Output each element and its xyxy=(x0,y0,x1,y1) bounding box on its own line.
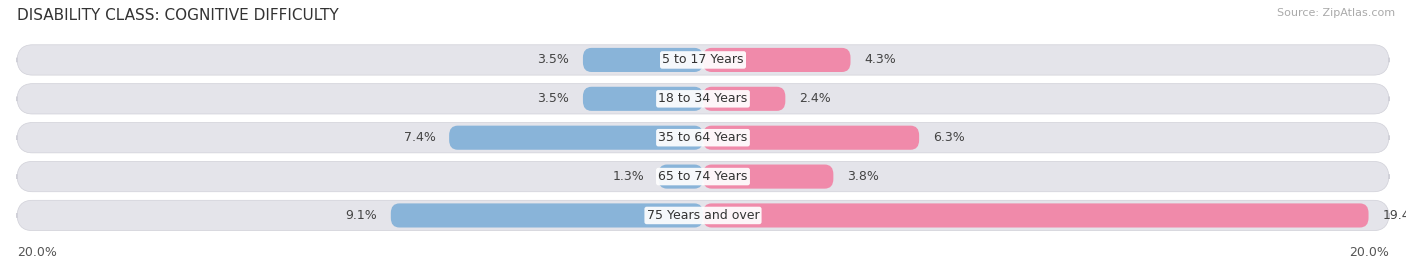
FancyBboxPatch shape xyxy=(17,84,1389,114)
Text: 3.8%: 3.8% xyxy=(846,170,879,183)
Text: 1.3%: 1.3% xyxy=(613,170,645,183)
Text: 18 to 34 Years: 18 to 34 Years xyxy=(658,92,748,105)
Text: 5 to 17 Years: 5 to 17 Years xyxy=(662,53,744,66)
FancyBboxPatch shape xyxy=(583,48,703,72)
FancyBboxPatch shape xyxy=(17,45,1389,75)
Text: 6.3%: 6.3% xyxy=(932,131,965,144)
FancyBboxPatch shape xyxy=(703,87,786,111)
FancyBboxPatch shape xyxy=(583,87,703,111)
Text: 20.0%: 20.0% xyxy=(17,246,56,259)
FancyBboxPatch shape xyxy=(391,203,703,228)
Text: 19.4%: 19.4% xyxy=(1382,209,1406,222)
Text: Source: ZipAtlas.com: Source: ZipAtlas.com xyxy=(1277,8,1395,18)
FancyBboxPatch shape xyxy=(17,200,1389,231)
Text: 4.3%: 4.3% xyxy=(865,53,896,66)
Text: 3.5%: 3.5% xyxy=(537,53,569,66)
Text: 2.4%: 2.4% xyxy=(799,92,831,105)
FancyBboxPatch shape xyxy=(449,126,703,150)
Text: 65 to 74 Years: 65 to 74 Years xyxy=(658,170,748,183)
FancyBboxPatch shape xyxy=(703,126,920,150)
Text: 3.5%: 3.5% xyxy=(537,92,569,105)
FancyBboxPatch shape xyxy=(703,164,834,189)
Text: 75 Years and over: 75 Years and over xyxy=(647,209,759,222)
Text: DISABILITY CLASS: COGNITIVE DIFFICULTY: DISABILITY CLASS: COGNITIVE DIFFICULTY xyxy=(17,8,339,23)
FancyBboxPatch shape xyxy=(17,161,1389,192)
Text: 7.4%: 7.4% xyxy=(404,131,436,144)
FancyBboxPatch shape xyxy=(703,203,1368,228)
Text: 9.1%: 9.1% xyxy=(346,209,377,222)
FancyBboxPatch shape xyxy=(17,123,1389,153)
FancyBboxPatch shape xyxy=(658,164,703,189)
Text: 35 to 64 Years: 35 to 64 Years xyxy=(658,131,748,144)
Text: 20.0%: 20.0% xyxy=(1350,246,1389,259)
FancyBboxPatch shape xyxy=(703,48,851,72)
